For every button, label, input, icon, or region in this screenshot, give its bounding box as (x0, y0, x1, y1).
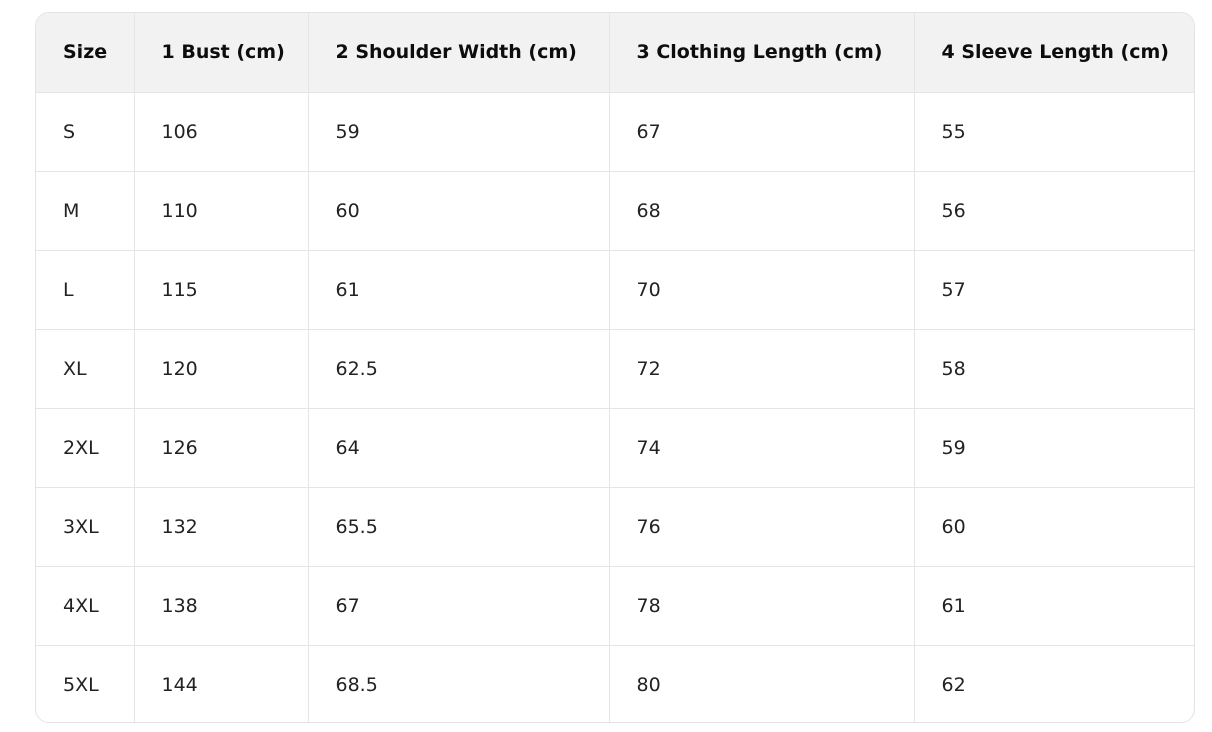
table-cell: 115 (134, 250, 309, 330)
table-cell: 62.5 (308, 329, 610, 409)
table-cell: 67 (308, 566, 610, 646)
column-header: 4 Sleeve Length (cm) (914, 13, 1194, 93)
table-cell: 57 (914, 250, 1194, 330)
table-cell: 3XL (36, 487, 135, 567)
table-row: 3XL 132 65.5 76 60 (36, 487, 1194, 567)
table-cell: 60 (914, 487, 1194, 567)
table-cell: 70 (609, 250, 915, 330)
table-cell: 120 (134, 329, 309, 409)
column-header: 3 Clothing Length (cm) (609, 13, 915, 93)
column-header: 1 Bust (cm) (134, 13, 309, 93)
table-row: 5XL 144 68.5 80 62 (36, 645, 1194, 722)
table-row: S 106 59 67 55 (36, 92, 1194, 172)
table-cell: XL (36, 329, 135, 409)
table-cell: L (36, 250, 135, 330)
table-cell: 5XL (36, 645, 135, 722)
table-cell: 126 (134, 408, 309, 488)
table-cell: 65.5 (308, 487, 610, 567)
column-header: 2 Shoulder Width (cm) (308, 13, 610, 93)
table-cell: 56 (914, 171, 1194, 251)
table-cell: 64 (308, 408, 610, 488)
table-header-row: Size 1 Bust (cm) 2 Shoulder Width (cm) 3 Cl… (36, 13, 1194, 93)
table-cell: 72 (609, 329, 915, 409)
table-row: 2XL 126 64 74 59 (36, 408, 1194, 488)
table-row: 4XL 138 67 78 61 (36, 566, 1194, 646)
size-chart-table: Size 1 Bust (cm) 2 Shoulder Width (cm) 3 Cl… (36, 13, 1194, 722)
table-row: XL 120 62.5 72 58 (36, 329, 1194, 409)
table-cell: 4XL (36, 566, 135, 646)
table-cell: 62 (941, 673, 966, 696)
table-cell: 138 (134, 566, 309, 646)
table-cell: 132 (134, 487, 309, 567)
table-row: L 115 61 70 57 (36, 250, 1194, 330)
table-cell: 60 (308, 171, 610, 251)
column-header: Size (36, 13, 135, 93)
size-chart-table-container: Size 1 Bust (cm) 2 Shoulder Width (cm) 3 Cl… (35, 12, 1195, 723)
table-cell: 74 (609, 408, 915, 488)
table-cell: 55 (914, 92, 1194, 172)
table-cell: 2XL (36, 408, 135, 488)
table-cell: 68.5 (308, 645, 610, 722)
table-cell: 58 (914, 329, 1194, 409)
table-cell: 80 (609, 645, 915, 722)
table-cell: 59 (914, 408, 1194, 488)
table-cell: 106 (134, 92, 309, 172)
table-cell: 76 (609, 487, 915, 567)
table-cell: 144 (134, 645, 309, 722)
table-cell: 78 (609, 566, 915, 646)
table-cell: S (36, 92, 135, 172)
table-cell: 61 (914, 566, 1194, 646)
table-cell: 59 (308, 92, 610, 172)
table-row: M 110 60 68 56 (36, 171, 1194, 251)
table-cell: 61 (308, 250, 610, 330)
table-cell: 68 (609, 171, 915, 251)
table-cell: 67 (609, 92, 915, 172)
table-cell: 110 (134, 171, 309, 251)
table-cell: M (36, 171, 135, 251)
